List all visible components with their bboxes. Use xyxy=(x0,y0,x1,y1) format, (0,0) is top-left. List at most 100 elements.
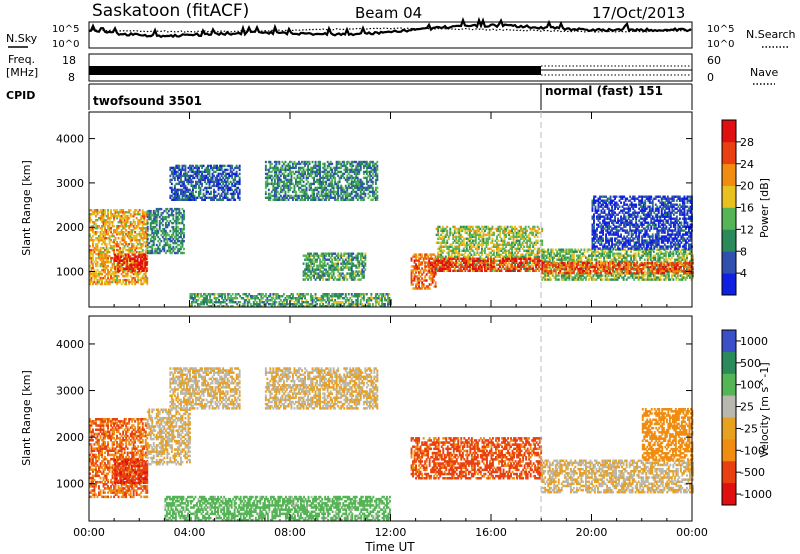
heatmap-cell xyxy=(301,160,303,164)
heatmap-cell xyxy=(149,237,152,241)
heatmap-cell xyxy=(505,267,507,270)
heatmap-cell xyxy=(371,297,374,300)
heatmap-cell xyxy=(482,235,485,238)
heatmap-cell xyxy=(302,184,305,188)
heatmap-cell xyxy=(93,227,96,230)
heatmap-cell xyxy=(278,178,281,182)
heatmap-cell xyxy=(193,186,196,190)
heatmap-cell xyxy=(341,164,344,168)
heatmap-cell xyxy=(341,174,344,178)
heatmap-cell xyxy=(304,297,306,300)
heatmap-cell xyxy=(521,253,524,256)
heatmap-cell xyxy=(105,266,108,270)
heatmap-cell xyxy=(203,293,205,296)
heatmap-cell xyxy=(166,231,169,235)
heatmap-cell xyxy=(263,295,266,298)
heatmap-cell xyxy=(482,239,485,242)
heatmap-cell xyxy=(129,225,132,228)
heatmap-cell xyxy=(98,254,100,258)
heatmap-cell xyxy=(452,235,455,238)
heatmap-cell xyxy=(155,217,158,221)
heatmap-cell xyxy=(123,261,126,264)
heatmap-cell xyxy=(273,194,276,198)
heatmap-cell xyxy=(180,241,182,245)
heatmap-cell xyxy=(169,186,172,190)
heatmap-cell xyxy=(283,186,285,190)
heatmap-cell xyxy=(424,287,427,290)
heatmap-cell xyxy=(189,178,191,182)
heatmap-cell xyxy=(202,192,205,196)
heatmap-cell xyxy=(98,272,100,276)
heatmap-cell xyxy=(123,237,126,240)
heatmap-cell xyxy=(144,259,147,262)
heatmap-cell xyxy=(352,256,355,259)
heatmap-cell xyxy=(122,221,125,224)
heatmap-cell xyxy=(459,253,462,256)
heatmap-cell xyxy=(111,256,114,260)
heatmap-cell xyxy=(353,278,356,281)
heatmap-cell xyxy=(355,293,358,296)
heatmap-cell xyxy=(151,231,154,235)
heatmap-cell xyxy=(239,301,242,304)
heatmap-cell xyxy=(172,172,175,176)
heatmap-cell xyxy=(255,297,258,300)
heatmap-cell xyxy=(320,305,323,308)
heatmap-cell xyxy=(368,190,371,194)
heatmap-cell xyxy=(440,241,443,244)
heatmap-cell xyxy=(122,237,125,240)
heatmap-cell xyxy=(155,221,158,225)
heatmap-cell xyxy=(340,174,343,178)
heatmap-cell xyxy=(364,192,367,196)
heatmap-cell xyxy=(211,172,214,176)
heatmap-cell xyxy=(273,305,276,308)
heatmap-cell xyxy=(273,190,276,194)
heatmap-cell xyxy=(134,272,137,276)
heatmap-cell xyxy=(302,194,305,198)
heatmap-cell xyxy=(301,196,303,199)
heatmap-cell xyxy=(135,272,138,276)
heatmap-cell xyxy=(140,282,143,286)
heatmap-cell xyxy=(290,170,293,174)
heatmap-cell xyxy=(347,268,350,271)
heatmap-cell xyxy=(144,274,147,278)
heatmap-cell xyxy=(102,217,105,220)
heatmap-cell xyxy=(204,196,206,199)
heatmap-cell xyxy=(319,278,321,281)
heatmap-cell xyxy=(358,168,361,172)
heatmap-cell xyxy=(98,235,100,238)
heatmap-cell xyxy=(314,260,317,263)
heatmap-cell xyxy=(322,256,325,259)
heatmap-cell xyxy=(371,182,374,186)
heatmap-cell xyxy=(491,233,494,237)
heatmap-cell xyxy=(455,237,458,240)
heatmap-cell xyxy=(123,274,126,278)
heatmap-cell xyxy=(481,259,483,262)
heatmap-cell xyxy=(518,243,521,246)
heatmap-cell xyxy=(530,263,533,266)
heatmap-cell xyxy=(506,225,509,229)
heatmap-cell xyxy=(325,176,328,180)
heatmap-cell xyxy=(418,273,420,276)
heatmap-cell xyxy=(299,297,302,300)
heatmap-cell xyxy=(331,262,334,265)
heatmap-cell xyxy=(108,237,111,240)
heatmap-cell xyxy=(376,172,379,176)
heatmap-cell xyxy=(178,194,181,198)
heatmap-cell xyxy=(210,164,212,168)
heatmap-cell xyxy=(317,162,320,166)
heatmap-cell xyxy=(176,164,179,168)
heatmap-cell xyxy=(527,235,530,238)
heatmap-cell xyxy=(228,301,231,304)
heatmap-cell xyxy=(438,241,441,244)
heatmap-cell xyxy=(332,188,335,192)
heatmap-cell xyxy=(517,251,519,254)
heatmap-cell xyxy=(260,305,263,308)
heatmap-cell xyxy=(158,227,161,231)
heatmap-cell xyxy=(195,295,198,298)
heatmap-cell xyxy=(181,231,184,235)
heatmap-cell xyxy=(126,252,129,256)
heatmap-cell xyxy=(317,170,320,174)
heatmap-cell xyxy=(99,252,102,256)
heatmap-cell xyxy=(107,209,109,212)
heatmap-cell xyxy=(102,254,105,258)
